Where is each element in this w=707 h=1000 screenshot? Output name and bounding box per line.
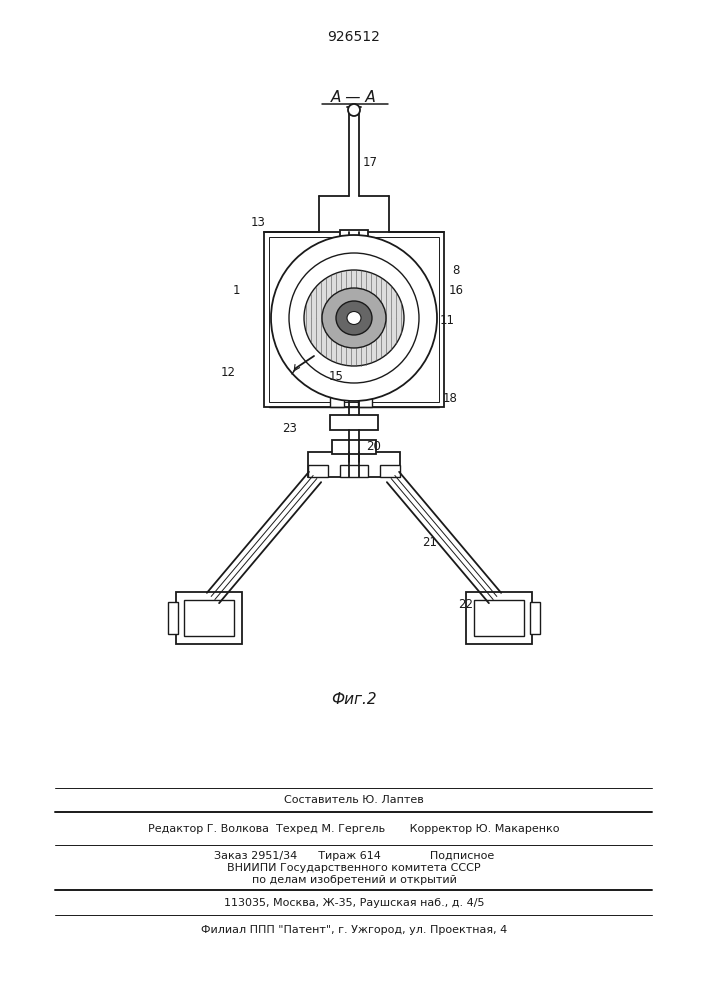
Text: 21: 21: [423, 536, 438, 550]
Text: ВНИИПИ Государственного комитета СССР: ВНИИПИ Государственного комитета СССР: [227, 863, 481, 873]
Text: Редактор Г. Волкова  Техред М. Гергель       Корректор Ю. Макаренко: Редактор Г. Волкова Техред М. Гергель Ко…: [148, 824, 560, 834]
Text: 12: 12: [221, 365, 235, 378]
Ellipse shape: [347, 312, 361, 324]
Bar: [264, 232, 444, 407]
Bar: [530, 602, 540, 634]
Bar: [269, 237, 439, 402]
Bar: [308, 452, 400, 477]
Text: 11: 11: [440, 314, 455, 326]
Bar: [330, 393, 344, 407]
Ellipse shape: [289, 253, 419, 383]
Text: 18: 18: [443, 391, 457, 404]
Text: 1: 1: [233, 284, 240, 296]
Text: 23: 23: [283, 422, 298, 434]
Ellipse shape: [336, 301, 372, 335]
Bar: [330, 415, 378, 430]
Ellipse shape: [304, 270, 404, 366]
Text: Филиал ППП "Патент", г. Ужгород, ул. Проектная, 4: Филиал ППП "Патент", г. Ужгород, ул. Про…: [201, 925, 507, 935]
Text: Составитель Ю. Лаптев: Составитель Ю. Лаптев: [284, 795, 424, 805]
Bar: [474, 600, 524, 636]
Bar: [358, 393, 372, 407]
Text: 22: 22: [459, 598, 474, 611]
Text: Заказ 2951/34      Тираж 614              Подписное: Заказ 2951/34 Тираж 614 Подписное: [214, 851, 494, 861]
Bar: [466, 592, 532, 644]
Bar: [332, 440, 376, 454]
Bar: [380, 465, 400, 477]
Bar: [184, 600, 234, 636]
Text: 17: 17: [363, 155, 378, 168]
Ellipse shape: [322, 288, 386, 348]
Text: 926512: 926512: [327, 30, 380, 44]
Bar: [308, 465, 328, 477]
Text: 16: 16: [448, 284, 464, 296]
Text: Фиг.2: Фиг.2: [331, 692, 377, 708]
Ellipse shape: [348, 104, 360, 116]
Text: по делам изобретений и открытий: по делам изобретений и открытий: [252, 875, 457, 885]
Text: 13: 13: [250, 216, 265, 229]
Text: 15: 15: [329, 369, 344, 382]
Text: А — А: А — А: [331, 90, 377, 104]
Bar: [168, 602, 178, 634]
Bar: [340, 465, 368, 477]
Bar: [340, 230, 368, 244]
Text: 8: 8: [452, 263, 460, 276]
Ellipse shape: [271, 235, 437, 401]
Bar: [176, 592, 242, 644]
Text: 113035, Москва, Ж-35, Раушская наб., д. 4/5: 113035, Москва, Ж-35, Раушская наб., д. …: [223, 898, 484, 908]
Text: 20: 20: [366, 440, 382, 452]
